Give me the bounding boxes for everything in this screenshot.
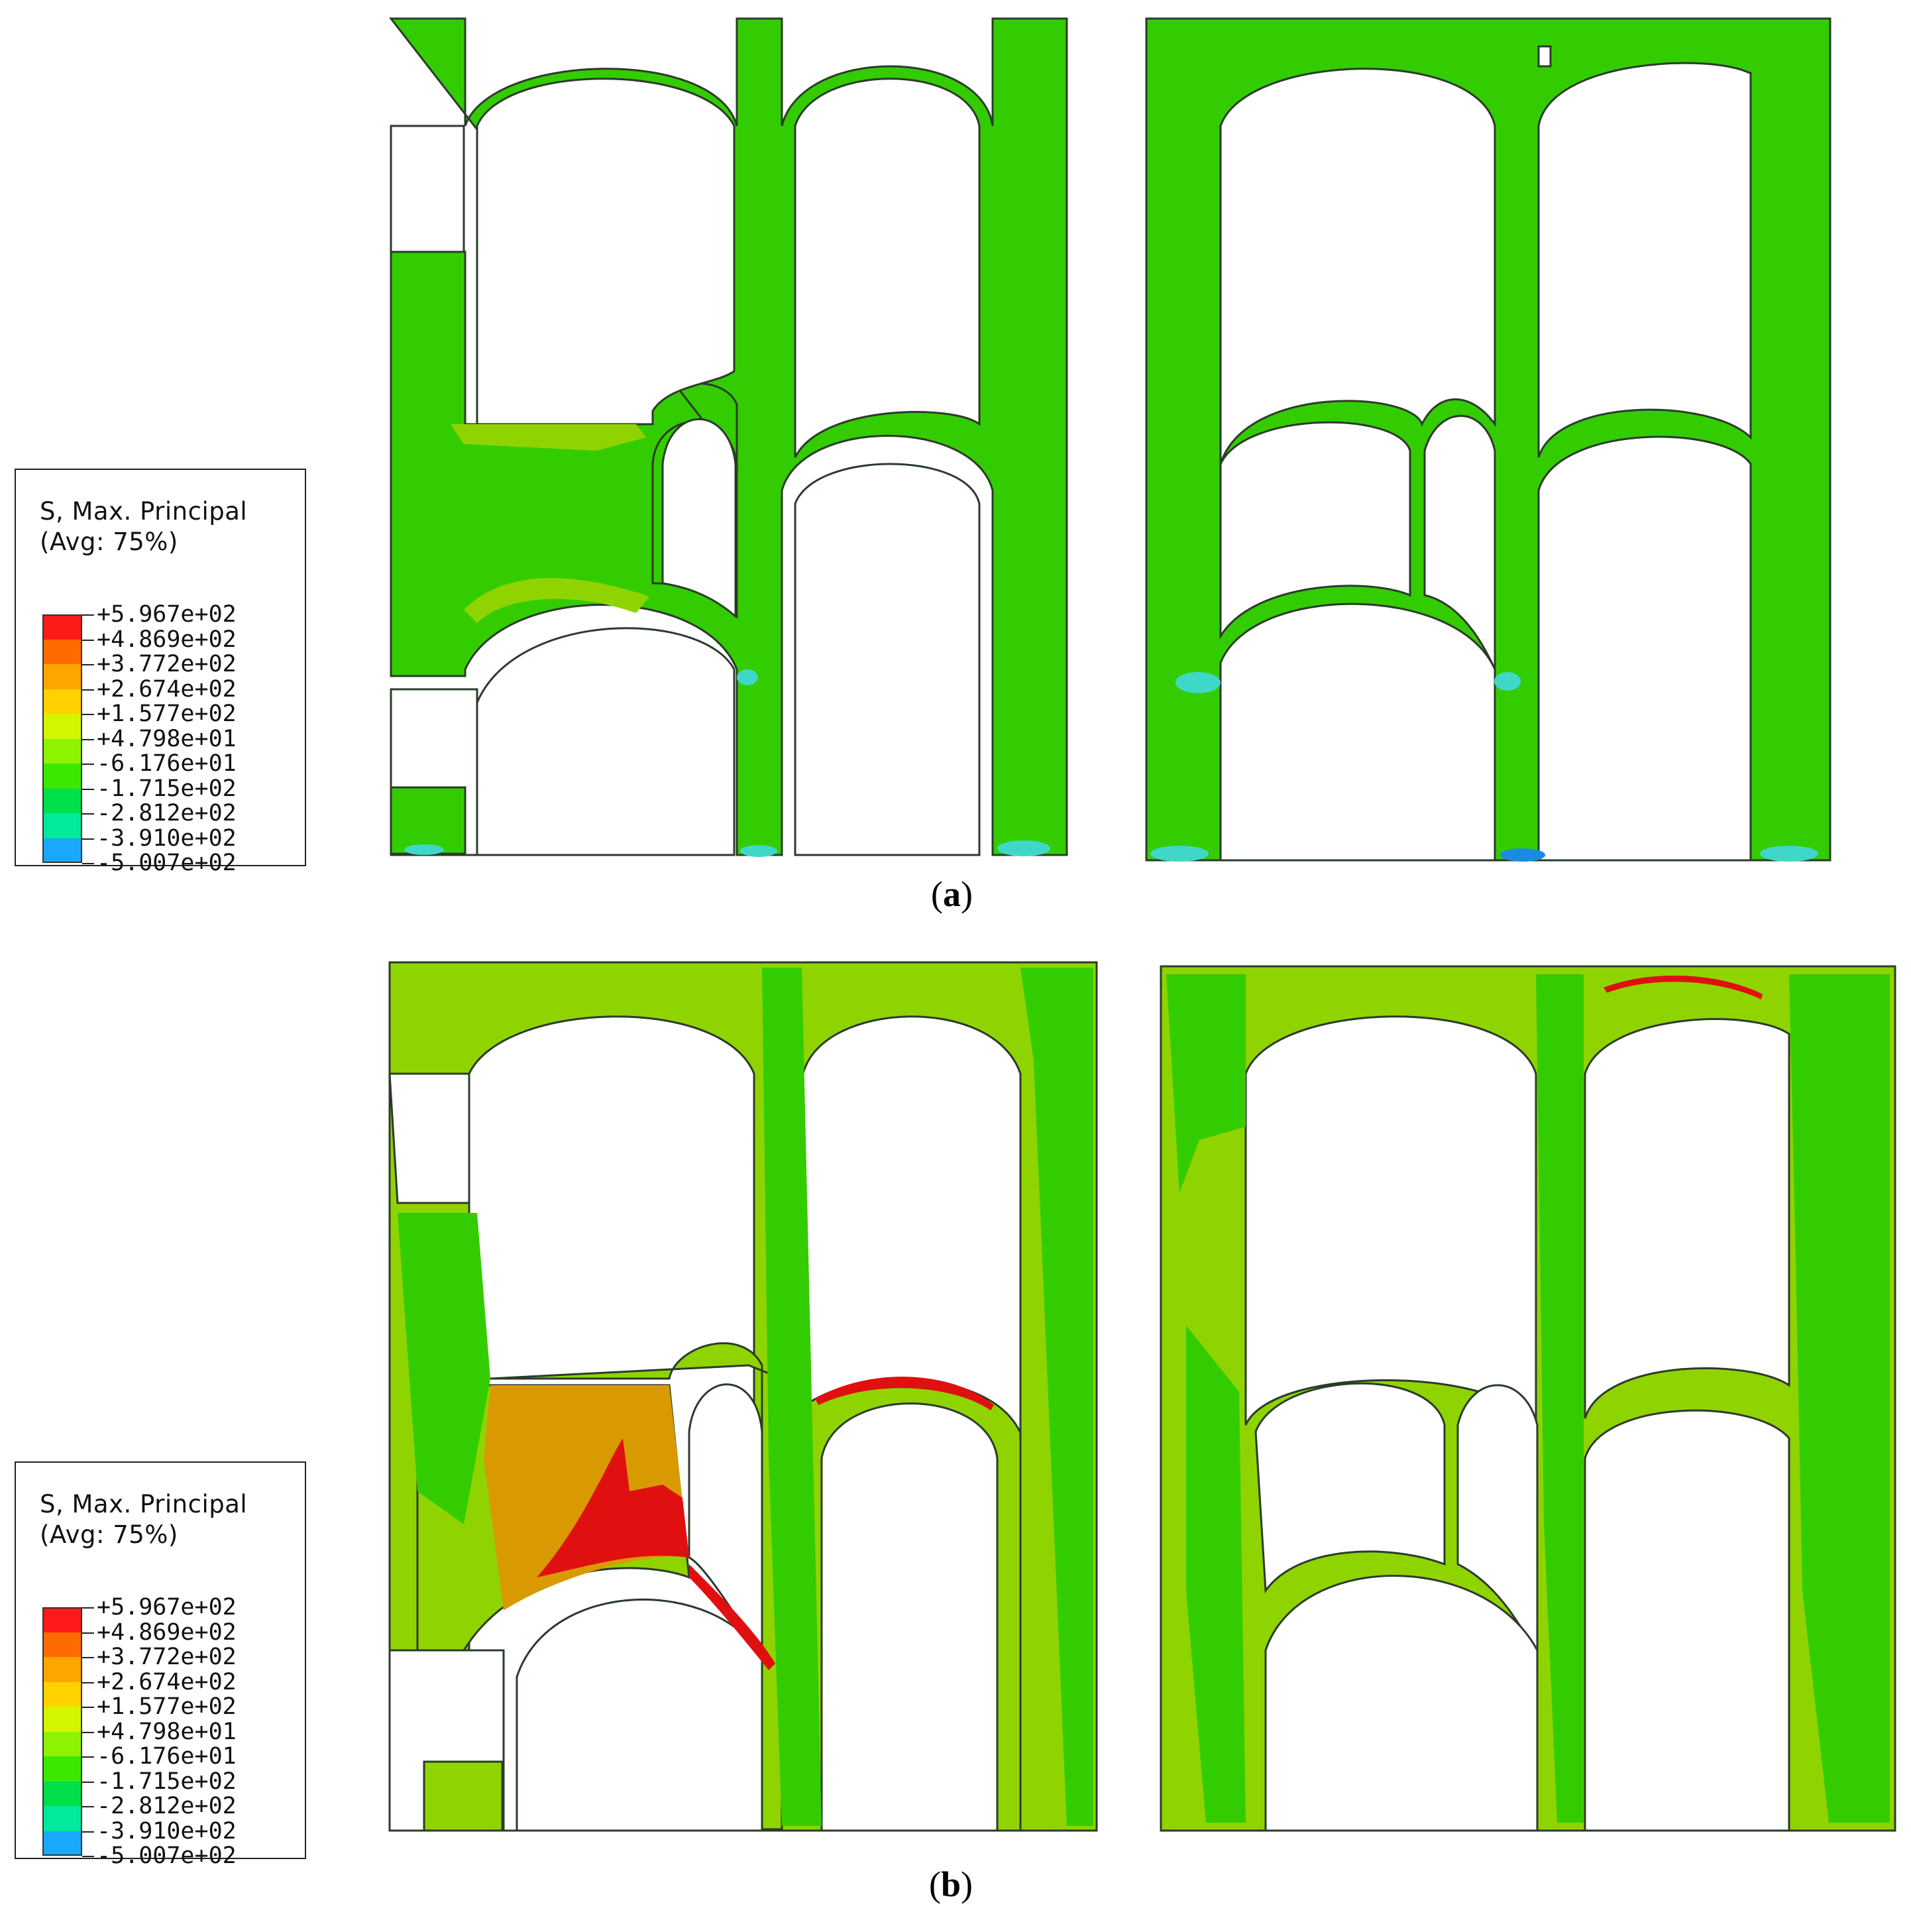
- panel-a-model: [388, 17, 1831, 862]
- legend-swatch: [42, 838, 82, 863]
- legend-label: +4.869e+02: [97, 1619, 237, 1646]
- legend-b-title-line2: (Avg: 75%): [40, 1520, 178, 1549]
- legend-tick: [82, 1756, 94, 1758]
- legend-a-title-line1: S, Max. Principal: [40, 497, 248, 526]
- legend-b-scale: +5.967e+02 +4.869e+02 +3.772e+02 +2.674e+02…: [16, 1594, 307, 1868]
- legend-tick: [82, 1707, 94, 1708]
- legend-tick: [82, 1632, 94, 1634]
- legend-a-title: S, Max. Principal (Avg: 75%): [40, 496, 247, 557]
- legend-label: +3.772e+02: [97, 1644, 237, 1670]
- legend-label: -2.812e+02: [97, 800, 237, 826]
- legend-tick: [82, 1781, 94, 1783]
- legend-label: +5.967e+02: [97, 1594, 237, 1620]
- legend-tick: [82, 1806, 94, 1807]
- legend-swatch: [42, 1806, 82, 1831]
- legend-label: -1.715e+02: [97, 775, 237, 802]
- legend-tick: [82, 1681, 94, 1683]
- legend-label: -6.176e+01: [97, 750, 237, 777]
- legend-label: -5.007e+02: [97, 850, 237, 876]
- legend-label: -2.812e+02: [97, 1793, 237, 1819]
- legend-a-scale: +5.967e+02 +4.869e+02 +3.772e+02 +2.674e+02…: [16, 601, 307, 876]
- legend-label: -5.007e+02: [97, 1843, 237, 1869]
- legend-tick: [82, 1607, 94, 1609]
- legend-scale-frame: [42, 1607, 82, 1856]
- legend-tick: [82, 1856, 94, 1857]
- legend-tick: [82, 1731, 94, 1733]
- legend-scale-frame: [42, 614, 82, 863]
- legend-b: S, Max. Principal (Avg: 75%) +5.967e+02 +…: [15, 1461, 307, 1868]
- legend-label: +4.869e+02: [97, 626, 237, 653]
- legend-swatch: [42, 1831, 82, 1856]
- panel-b-model: [388, 961, 1896, 1832]
- legend-a: S, Max. Principal (Avg: 75%) +5.967e+02 +…: [15, 469, 307, 876]
- legend-tick: [82, 714, 94, 715]
- legend-tick: [82, 1831, 94, 1833]
- legend-label: -1.715e+02: [97, 1768, 237, 1795]
- legend-tick: [82, 1657, 94, 1658]
- legend-swatch: [42, 1657, 82, 1682]
- legend-tick: [82, 664, 94, 665]
- legend-tick: [82, 738, 94, 740]
- caption-b: (b): [929, 1864, 973, 1904]
- legend-label: -3.910e+02: [97, 1817, 237, 1845]
- legend-swatch: [42, 614, 82, 640]
- legend-label: -6.176e+01: [97, 1743, 237, 1770]
- legend-a-title-line2: (Avg: 75%): [40, 528, 178, 556]
- legend-tick: [82, 863, 94, 864]
- legend-label: +2.674e+02: [97, 675, 237, 703]
- legend-label: +4.798e+01: [97, 725, 237, 752]
- caption-b-letter: b: [940, 1864, 961, 1904]
- legend-tick: [82, 614, 94, 616]
- legend-label: +5.967e+02: [97, 601, 237, 628]
- legend-label: +1.577e+02: [97, 701, 237, 727]
- legend-label: +4.798e+01: [97, 1718, 237, 1745]
- legend-label: +2.674e+02: [97, 1668, 237, 1695]
- caption-a: (a): [931, 874, 973, 914]
- legend-tick: [82, 639, 94, 641]
- legend-tick: [82, 838, 94, 840]
- caption-a-letter: a: [942, 874, 961, 914]
- legend-tick: [82, 689, 94, 691]
- legend-swatch: [42, 764, 82, 789]
- legend-b-title-line1: S, Max. Principal: [40, 1490, 248, 1518]
- legend-tick: [82, 764, 94, 765]
- legend-swatch: [42, 788, 82, 813]
- legend-label: +3.772e+02: [97, 651, 237, 677]
- legend-tick: [82, 813, 94, 815]
- legend-tick: [82, 788, 94, 790]
- legend-b-title: S, Max. Principal (Avg: 75%): [40, 1489, 247, 1550]
- legend-label: +1.577e+02: [97, 1693, 237, 1720]
- legend-label: -3.910e+02: [97, 824, 237, 852]
